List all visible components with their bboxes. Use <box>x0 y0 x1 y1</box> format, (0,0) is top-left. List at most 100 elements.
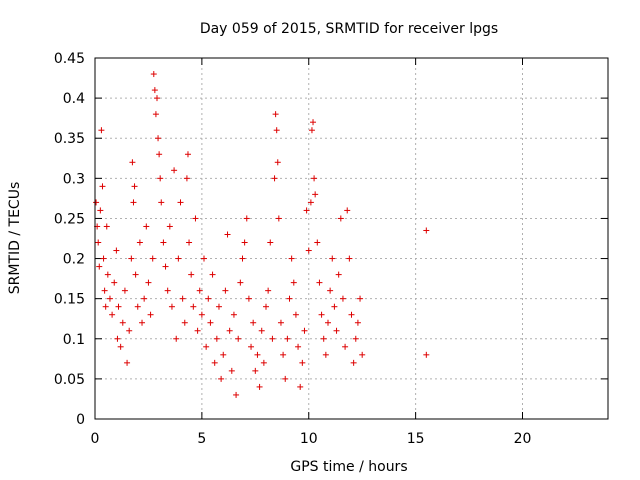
data-point <box>103 304 109 310</box>
data-point <box>423 352 429 358</box>
chart-title: Day 059 of 2015, SRMTID for receiver lpg… <box>200 21 498 37</box>
data-point <box>210 272 216 278</box>
data-point <box>129 159 135 165</box>
data-point <box>301 328 307 334</box>
data-point <box>151 71 157 77</box>
data-point <box>346 256 352 262</box>
data-point <box>195 328 201 334</box>
data-point <box>235 336 241 342</box>
y-tick-label: 0.2 <box>63 252 85 268</box>
data-point <box>169 304 175 310</box>
data-point <box>167 223 173 229</box>
data-point <box>205 296 211 302</box>
data-point <box>165 288 171 294</box>
data-points <box>93 71 429 398</box>
x-axis-ticks: 0 5 10 15 20 <box>91 58 532 447</box>
data-point <box>163 264 169 270</box>
data-point <box>116 304 122 310</box>
y-tick-label: 0.35 <box>54 131 85 147</box>
data-point <box>321 336 327 342</box>
data-point <box>239 256 245 262</box>
data-point <box>133 272 139 278</box>
data-point <box>105 272 111 278</box>
data-point <box>257 384 263 390</box>
data-point <box>98 127 104 133</box>
data-point <box>338 215 344 221</box>
data-point <box>207 320 213 326</box>
y-tick-label: 0.05 <box>54 372 85 388</box>
x-tick-label: 5 <box>197 431 206 447</box>
data-point <box>148 312 154 318</box>
data-point <box>250 320 256 326</box>
data-point <box>104 223 110 229</box>
data-point <box>109 312 115 318</box>
data-point <box>229 368 235 374</box>
data-point <box>99 183 105 189</box>
data-point <box>261 360 267 366</box>
data-point <box>145 280 151 286</box>
x-tick-label: 15 <box>407 431 425 447</box>
data-point <box>267 240 273 246</box>
data-point <box>225 231 231 237</box>
data-point <box>178 199 184 205</box>
data-point <box>180 296 186 302</box>
data-point <box>192 215 198 221</box>
data-point <box>252 368 258 374</box>
data-point <box>97 207 103 213</box>
data-point <box>269 336 275 342</box>
y-tick-label: 0.25 <box>54 211 85 227</box>
data-point <box>130 199 136 205</box>
data-point <box>111 280 117 286</box>
data-point <box>150 256 156 262</box>
data-point <box>291 280 297 286</box>
data-point <box>287 296 293 302</box>
data-point <box>227 328 233 334</box>
data-point <box>423 227 429 233</box>
data-point <box>295 344 301 350</box>
data-point <box>153 111 159 117</box>
data-point <box>154 95 160 101</box>
data-point <box>312 191 318 197</box>
data-point <box>272 175 278 181</box>
data-point <box>113 248 119 254</box>
data-point <box>158 199 164 205</box>
data-point <box>102 288 108 294</box>
data-point <box>156 151 162 157</box>
data-point <box>311 175 317 181</box>
data-point <box>220 352 226 358</box>
data-point <box>334 328 340 334</box>
data-point <box>95 240 101 246</box>
data-point <box>216 304 222 310</box>
data-point <box>222 288 228 294</box>
data-point <box>214 336 220 342</box>
data-point <box>242 240 248 246</box>
data-point <box>316 280 322 286</box>
data-point <box>237 280 243 286</box>
data-point <box>118 344 124 350</box>
x-axis-title: GPS time / hours <box>290 459 407 475</box>
data-point <box>128 256 134 262</box>
data-point <box>273 111 279 117</box>
data-point <box>248 344 254 350</box>
data-point <box>344 207 350 213</box>
data-point <box>340 296 346 302</box>
data-point <box>186 240 192 246</box>
data-point <box>185 151 191 157</box>
y-tick-label: 0.4 <box>63 91 85 107</box>
data-point <box>323 352 329 358</box>
y-tick-label: 0.1 <box>63 332 85 348</box>
data-point <box>175 256 181 262</box>
data-point <box>124 360 130 366</box>
x-tick-label: 20 <box>514 431 532 447</box>
data-point <box>101 256 107 262</box>
data-point <box>141 296 147 302</box>
data-point <box>276 215 282 221</box>
data-point <box>331 304 337 310</box>
plot-frame <box>95 58 608 419</box>
data-point <box>342 344 348 350</box>
data-point <box>309 127 315 133</box>
y-tick-label: 0 <box>76 412 85 428</box>
data-point <box>327 288 333 294</box>
data-point <box>231 312 237 318</box>
data-point <box>132 183 138 189</box>
